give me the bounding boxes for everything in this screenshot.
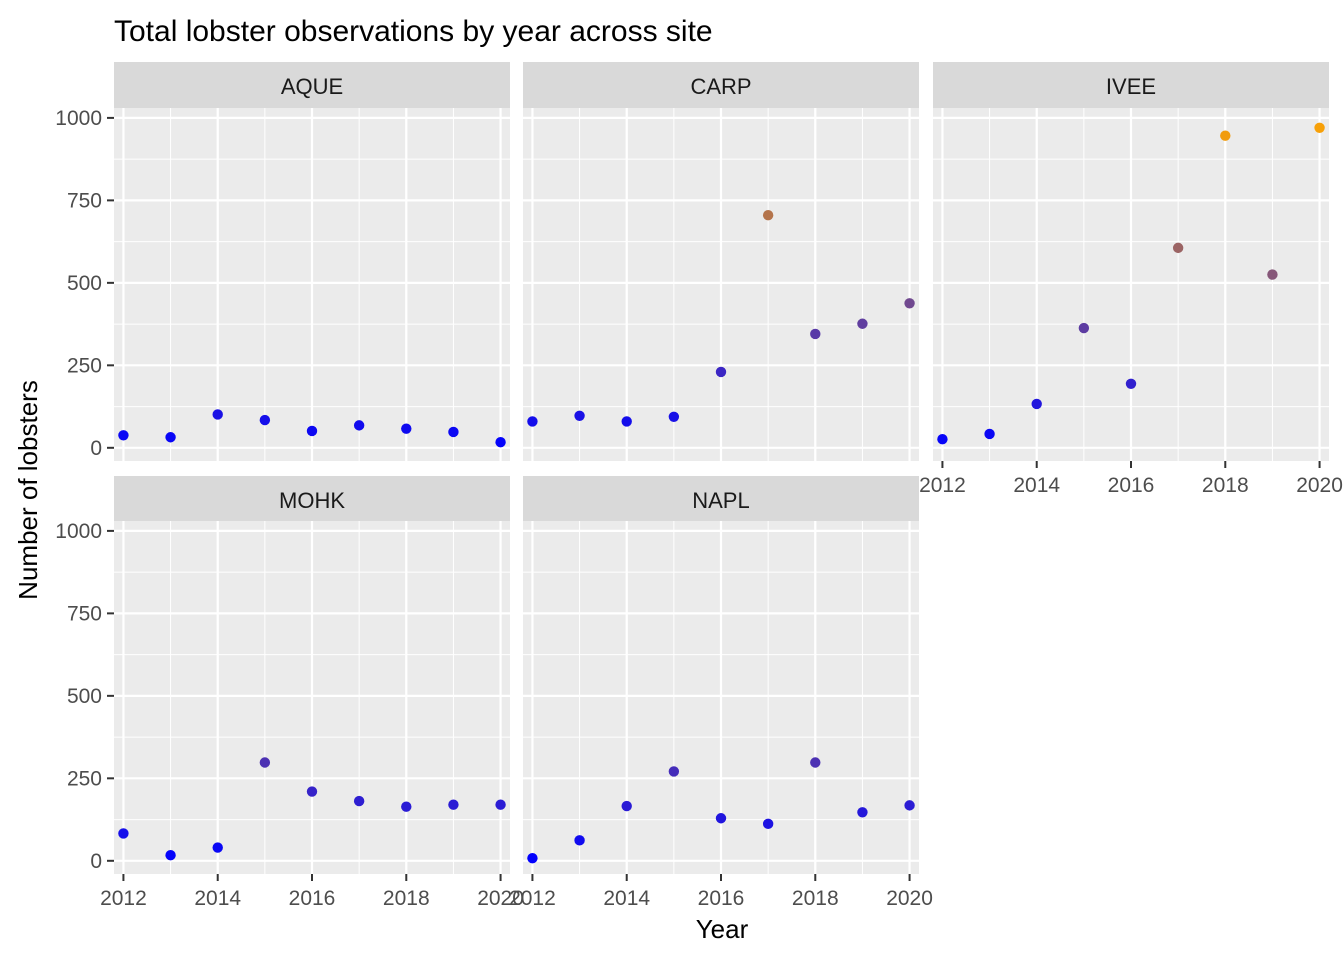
data-point-carp-2012	[527, 416, 538, 427]
data-point-aque-2017	[353, 420, 365, 431]
data-point-carp-2016	[715, 366, 727, 378]
x-tick-label: 2012	[100, 887, 147, 910]
data-point-ivee-2014	[1031, 398, 1042, 410]
x-tick-label: 2020	[886, 887, 933, 910]
data-point-mohk-2012	[118, 828, 129, 839]
facet-strip-label: IVEE	[1106, 74, 1156, 99]
data-point-carp-2014	[621, 416, 632, 427]
facet-strip	[933, 62, 1329, 108]
y-tick-label: 250	[67, 767, 102, 790]
facet-panel-ivee: IVEE 2012 2014 2016 2018 2020	[919, 62, 1343, 497]
data-point-carp-2017	[762, 210, 774, 221]
chart-title: Total lobster observations by year acros…	[114, 15, 713, 48]
data-point-ivee-2013	[984, 428, 995, 440]
data-point-mohk-2015	[259, 757, 271, 768]
data-point-ivee-2016	[1125, 378, 1137, 390]
facet-strip-label: CARP	[690, 74, 751, 99]
data-point-mohk-2016	[306, 786, 318, 797]
data-point-carp-2019	[857, 318, 868, 329]
data-point-aque-2020	[495, 436, 506, 448]
data-point-napl-2014	[621, 800, 632, 812]
y-tick-label: 500	[67, 685, 102, 708]
data-point-napl-2019	[857, 807, 868, 818]
data-point-ivee-2012	[937, 434, 948, 445]
data-point-napl-2016	[715, 813, 727, 824]
facet-strip	[114, 62, 510, 108]
data-point-carp-2015	[668, 411, 680, 422]
y-tick-label: 500	[67, 272, 102, 295]
y-tick-label: 750	[67, 189, 102, 212]
data-point-aque-2012	[118, 430, 129, 441]
data-point-aque-2018	[401, 423, 412, 434]
data-point-mohk-2013	[165, 849, 176, 861]
y-tick-label: 1000	[55, 520, 102, 543]
data-point-carp-2020	[904, 298, 915, 309]
facet-panel-mohk: MOHK 0 250 500 750 1000 2012 2014 2016 2018 2020	[55, 476, 524, 910]
data-point-napl-2013	[574, 835, 585, 846]
x-tick-label: 2016	[698, 887, 745, 910]
data-point-mohk-2019	[448, 799, 459, 810]
facet-panels: AQUE 0 250 500 750 1000 CARP IVEE 2012 2014 2016 20…	[55, 62, 1343, 910]
facet-panel-napl: NAPL 2012 2014 2016 2018 2020	[509, 476, 933, 910]
facet-panel-carp: CARP	[523, 62, 919, 461]
x-tick-label: 2014	[194, 887, 241, 910]
facet-strip-label: AQUE	[281, 74, 343, 99]
data-point-aque-2013	[165, 432, 176, 443]
x-axis-title: Year	[696, 914, 749, 944]
data-point-napl-2017	[762, 818, 774, 830]
facet-strip	[114, 476, 510, 521]
y-tick-label: 0	[90, 437, 102, 460]
y-axis-title: Number of lobsters	[13, 380, 43, 600]
data-point-napl-2012	[527, 852, 538, 864]
data-point-napl-2018	[810, 757, 821, 768]
facet-strip-label: MOHK	[279, 488, 345, 513]
facet-strip-label: NAPL	[692, 488, 749, 513]
data-point-napl-2015	[668, 766, 680, 777]
data-point-ivee-2020	[1314, 122, 1325, 133]
data-point-aque-2019	[448, 426, 459, 438]
data-point-carp-2018	[810, 328, 821, 340]
facet-strip	[523, 62, 919, 108]
x-tick-label: 2020	[477, 887, 524, 910]
data-point-mohk-2017	[353, 795, 365, 807]
y-tick-label: 250	[67, 354, 102, 377]
data-point-aque-2015	[259, 414, 271, 426]
data-point-ivee-2019	[1267, 269, 1278, 280]
data-point-aque-2016	[306, 425, 318, 437]
x-tick-label: 2012	[919, 474, 966, 497]
x-tick-label: 2018	[792, 887, 839, 910]
data-point-mohk-2020	[495, 799, 506, 810]
data-point-ivee-2018	[1220, 130, 1231, 141]
facet-panel-aque: AQUE 0 250 500 750 1000	[55, 62, 510, 461]
x-tick-label: 2014	[1013, 474, 1060, 497]
x-tick-label: 2016	[289, 887, 336, 910]
data-point-mohk-2014	[212, 842, 223, 853]
x-tick-label: 2014	[603, 887, 650, 910]
data-point-napl-2020	[904, 800, 915, 811]
x-tick-label: 2016	[1108, 474, 1155, 497]
facet-strip	[523, 476, 919, 521]
data-point-ivee-2017	[1172, 242, 1184, 254]
data-point-ivee-2015	[1078, 322, 1090, 334]
data-point-aque-2014	[212, 409, 223, 420]
x-tick-label: 2020	[1296, 474, 1343, 497]
data-point-carp-2013	[574, 410, 585, 422]
x-tick-label: 2018	[383, 887, 430, 910]
x-tick-label: 2018	[1202, 474, 1249, 497]
data-point-mohk-2018	[401, 801, 412, 812]
y-tick-label: 1000	[55, 107, 102, 130]
y-tick-label: 0	[90, 850, 102, 873]
y-tick-label: 750	[67, 602, 102, 625]
x-tick-label: 2012	[509, 887, 556, 910]
